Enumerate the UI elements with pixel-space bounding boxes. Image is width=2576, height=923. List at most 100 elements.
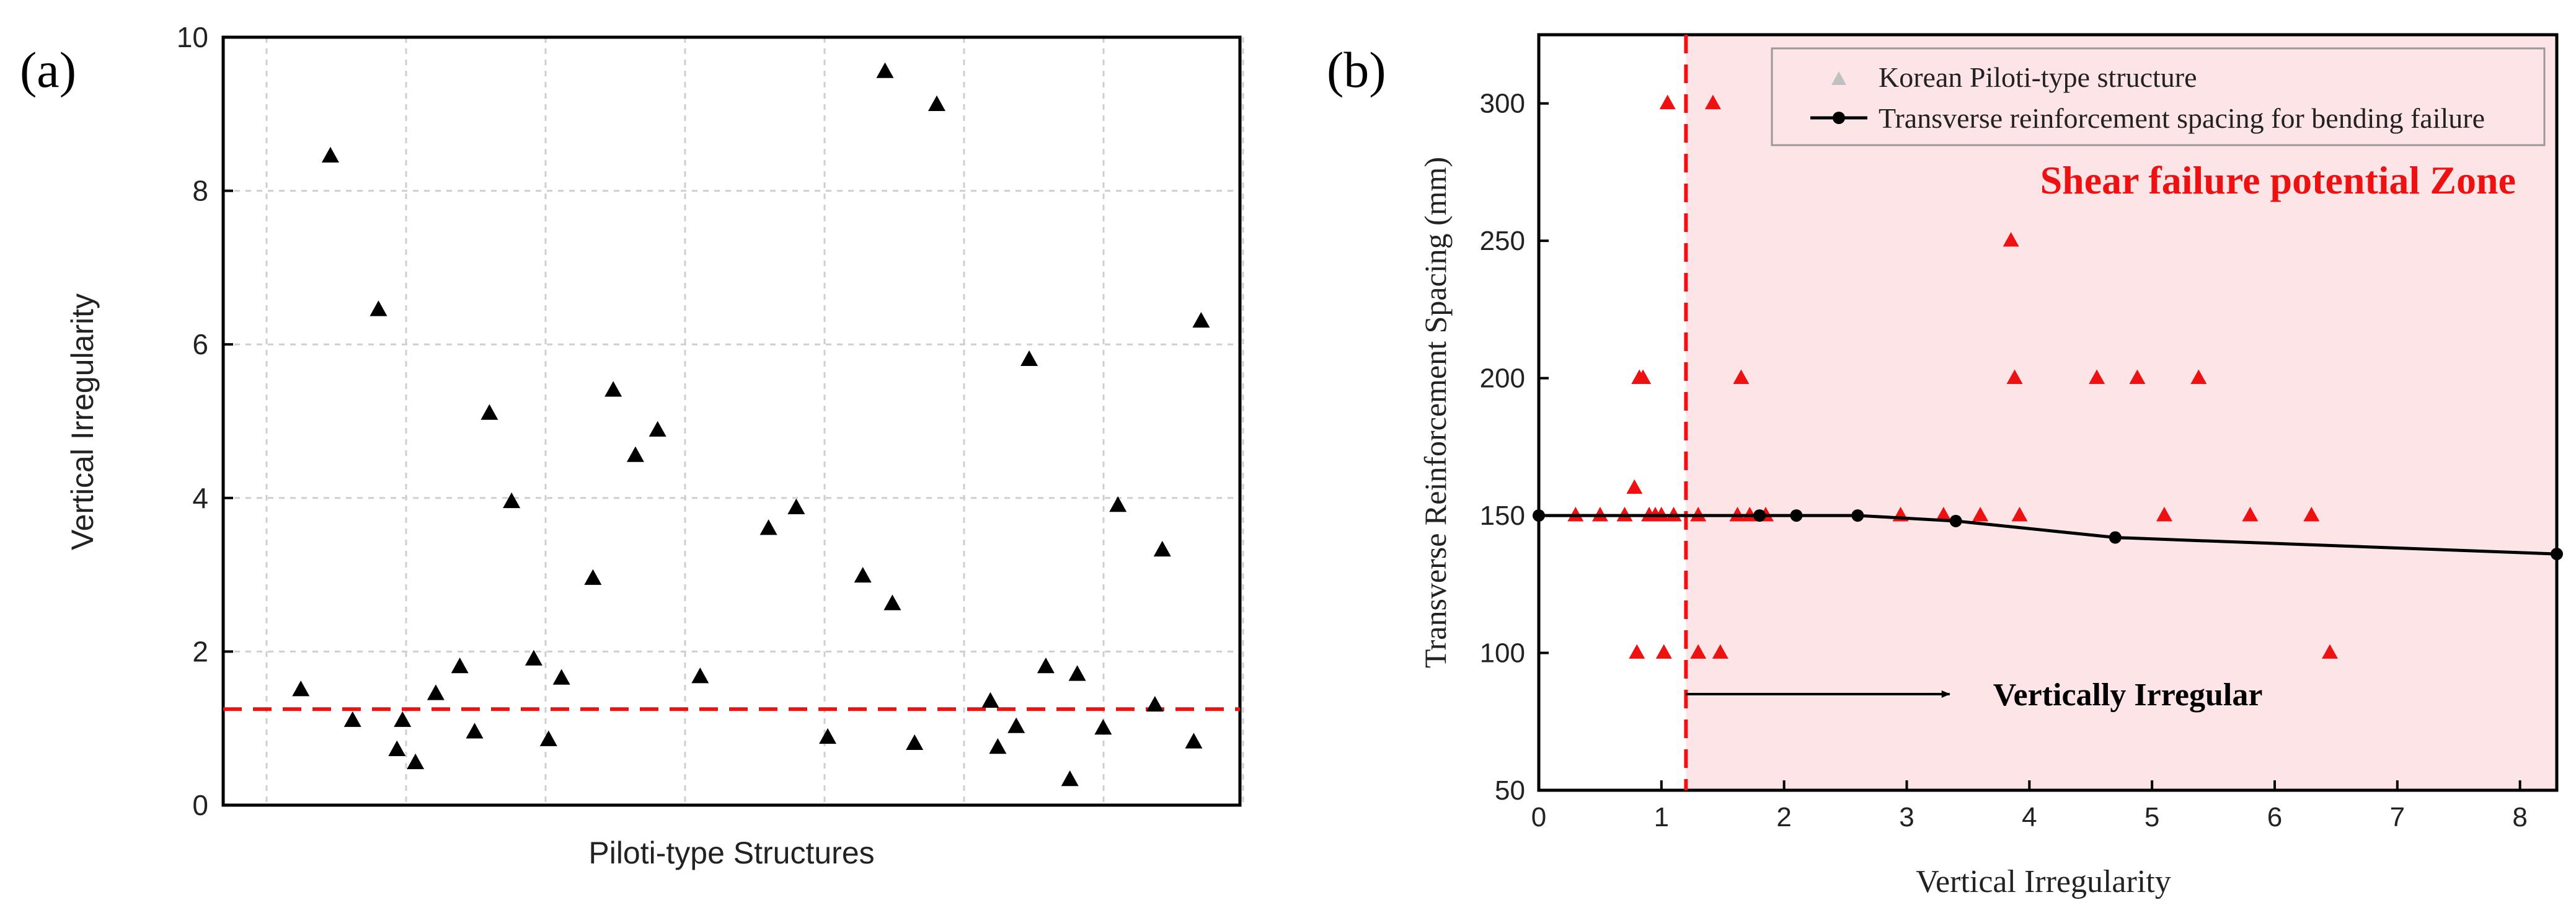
panel-b-y-axis-label: Transverse Reinforcement Spacing (mm): [1418, 157, 1453, 668]
panel-b-bending-point: [1949, 514, 1962, 527]
panel-a-data-point: [1020, 350, 1038, 367]
panel-a-data-point: [427, 684, 445, 700]
panel-b-x-tick-label: 0: [1531, 802, 1546, 832]
vertically-irregular-label: Vertically Irregular: [1993, 677, 2263, 713]
panel-b-bending-failure-points: [1533, 509, 2563, 561]
panel-b-piloti-point: [1655, 644, 1672, 659]
panel-b-y-tick-label: 200: [1480, 363, 1525, 394]
panel-a-data-point: [787, 498, 805, 514]
panel-b-y-tick-label: 100: [1480, 638, 1525, 669]
panel-a-y-tick-label: 4: [192, 482, 208, 514]
panel-b-plot-frame: [1537, 33, 2559, 792]
panel-b-x-tick-label: 4: [2022, 802, 2037, 832]
panel-a-data-point: [394, 711, 412, 727]
panel-b-bending-point: [2551, 548, 2563, 561]
panel-b-piloti-point: [2003, 232, 2019, 247]
panel-b-x-tick-label: 7: [2390, 802, 2405, 832]
panel-a-data-point: [524, 649, 542, 666]
panel-a-data-point: [691, 667, 709, 684]
panel-b-y-tick-label: 50: [1495, 775, 1525, 806]
panel-a-data-point: [1185, 733, 1203, 749]
panel-b-piloti-point: [1704, 94, 1721, 110]
panel-b-piloti-point: [2242, 507, 2259, 522]
panel-b-piloti-point: [2011, 507, 2028, 522]
panel-a-plot-frame: [221, 35, 1242, 807]
panel-a-y-tick-label: 8: [192, 175, 208, 207]
panel-a-data-point: [552, 669, 570, 685]
panel-b-y-tick-label: 250: [1480, 226, 1525, 256]
panel-a-y-axis-label: Vertical Irregularity: [65, 293, 100, 550]
panel-a-data-point: [854, 566, 872, 583]
panel-b-x-tick-label: 5: [2144, 802, 2159, 832]
panel-a-data-points: [292, 62, 1210, 787]
panel-b-piloti-point: [2156, 507, 2172, 522]
panel-a-x-axis-label: Piloti-type Structures: [588, 836, 874, 870]
panel-a-data-point: [480, 404, 498, 420]
panel-b-piloti-point: [1626, 479, 1643, 494]
panel-a-data-point: [370, 300, 387, 316]
panel-a-data-point: [321, 146, 339, 163]
panel-b-piloti-point: [1972, 507, 1989, 522]
panel-a-data-point: [1068, 665, 1086, 681]
legend-marker-triangle-icon: [1831, 71, 1846, 85]
panel-a-data-point: [819, 728, 837, 744]
panel-a-data-point: [906, 734, 924, 751]
panel-a-data-point: [604, 381, 622, 397]
panel-a-y-tick-label: 0: [192, 789, 208, 821]
shear-zone-label: Shear failure potential Zone: [2040, 158, 2516, 202]
panel-a-data-point: [407, 753, 425, 769]
panel-a-data-point: [648, 421, 666, 437]
panel-b-piloti-point: [1659, 94, 1676, 110]
panel-b-x-axis: 0 1 2 3 4 5 6 7 8: [1531, 780, 2528, 832]
panel-a-data-point: [626, 446, 644, 462]
panel-b-piloti-point: [1712, 644, 1728, 659]
panel-b-bending-point: [1790, 509, 1803, 522]
panel-b-piloti-point: [2006, 369, 2023, 384]
panel-a-y-tick-label: 2: [192, 635, 208, 667]
panel-a-data-point: [1109, 496, 1127, 512]
panel-b-shear-zone: [1686, 35, 2557, 790]
panel-b-piloti-point: [2129, 369, 2146, 384]
panel-a-data-point: [584, 569, 602, 585]
panel-b-piloti-point: [2089, 369, 2105, 384]
panel-a-data-point: [989, 738, 1007, 754]
panel-b-piloti-point: [2303, 507, 2320, 522]
panel-b-piloti-point: [2190, 369, 2207, 384]
panel-a-label: (a): [20, 42, 76, 98]
panel-a-data-point: [981, 692, 999, 708]
panel-a: (a) 0 2 4 6 8 10 Vertical Irregularity Piloti…: [20, 21, 1244, 870]
panel-a-data-point: [503, 492, 521, 509]
panel-a-data-point: [883, 594, 901, 610]
panel-b-bending-point: [1753, 509, 1766, 522]
panel-b-x-axis-label: Vertical Irregularity: [1916, 864, 2171, 899]
panel-a-data-point: [1007, 717, 1025, 733]
panel-a-data-point: [451, 658, 469, 674]
panel-a-data-point: [1192, 311, 1210, 328]
panel-b-piloti-point: [1935, 507, 1952, 522]
panel-a-data-point: [876, 62, 894, 78]
panel-a-data-point: [343, 711, 361, 727]
panel-b-bending-point: [2109, 531, 2122, 544]
panel-a-data-point: [388, 740, 406, 756]
panel-a-data-point: [466, 723, 484, 739]
legend-entry-korean-piloti: Korean Piloti-type structure: [1879, 61, 2197, 93]
panel-b-x-tick-label: 1: [1654, 802, 1669, 832]
panel-a-grid: [223, 37, 1244, 805]
panel-a-y-tick-label: 10: [177, 21, 208, 53]
panel-b-legend: Korean Piloti-type structure Transverse …: [1771, 47, 2546, 146]
legend-entry-bending-failure: Transverse reinforcement spacing for ben…: [1879, 102, 2485, 134]
panel-a-data-point: [1061, 770, 1079, 787]
panel-a-y-axis: 0 2 4 6 8 10: [177, 21, 233, 821]
panel-a-data-point: [539, 730, 557, 746]
panel-b-bending-point: [1851, 509, 1864, 522]
legend-box: [1771, 47, 2546, 146]
panel-b-piloti-point: [2322, 644, 2339, 659]
legend-marker-circle-icon: [1833, 112, 1845, 124]
panel-b: (b) 0 1 2 3 4 5 6 7 8 50 100 150 200 250 300 Vertical…: [1327, 33, 2563, 899]
panel-a-data-point: [292, 680, 310, 697]
panel-a-data-point: [1094, 719, 1112, 735]
panel-a-data-point: [1153, 540, 1171, 557]
panel-b-y-tick-label: 300: [1480, 89, 1525, 119]
panel-b-y-tick-label: 150: [1480, 501, 1525, 531]
